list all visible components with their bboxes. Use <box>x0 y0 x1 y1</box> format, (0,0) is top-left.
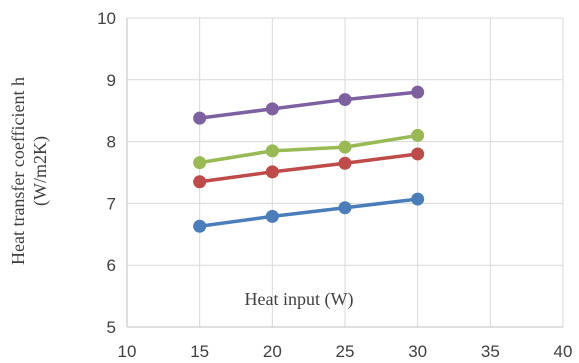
data-point <box>193 219 207 233</box>
series-3 <box>193 128 425 170</box>
x-tick-label: 15 <box>190 342 209 361</box>
axes <box>126 18 563 328</box>
tick-labels: 10 15 20 25 30 35 40 5 6 7 8 9 10 <box>97 9 572 361</box>
y-tick-label: 8 <box>107 133 116 152</box>
y-axis-title-line-1: Heat transfer coefficient h <box>8 77 28 265</box>
x-tick-label: 40 <box>554 342 573 361</box>
series-line <box>199 152 418 184</box>
data-point <box>193 175 207 189</box>
data-point <box>411 192 425 206</box>
data-point <box>338 156 352 170</box>
data-point <box>265 144 279 158</box>
series-1 <box>193 192 425 233</box>
series-line <box>199 90 418 120</box>
y-tick-label: 5 <box>107 318 116 337</box>
data-point <box>411 85 425 99</box>
series-line <box>199 133 418 165</box>
data-point <box>338 93 352 107</box>
data-point <box>265 209 279 223</box>
data-point <box>265 165 279 179</box>
y-tick-label: 9 <box>107 71 116 90</box>
data-point <box>411 147 425 161</box>
x-axis-title: Heat input (W) <box>245 289 354 310</box>
x-tick-label: 20 <box>263 342 282 361</box>
x-tick-label: 25 <box>336 342 355 361</box>
y-tick-label: 6 <box>107 256 116 275</box>
x-tick-label: 35 <box>481 342 500 361</box>
y-axis-title-line-2: (W/m2K) <box>30 136 51 206</box>
series-4 <box>193 85 425 125</box>
data-point <box>193 156 207 170</box>
data-point <box>411 128 425 142</box>
x-tick-label: 30 <box>408 342 427 361</box>
series-layer <box>193 85 425 233</box>
y-tick-label: 7 <box>107 194 116 213</box>
x-tick-label: 10 <box>118 342 137 361</box>
series-line <box>199 197 418 229</box>
y-tick-label: 10 <box>97 9 116 28</box>
grid-lines <box>127 17 564 327</box>
data-point <box>338 140 352 154</box>
data-point <box>265 102 279 116</box>
series-2 <box>193 147 425 189</box>
data-point <box>193 111 207 125</box>
data-point <box>338 201 352 215</box>
